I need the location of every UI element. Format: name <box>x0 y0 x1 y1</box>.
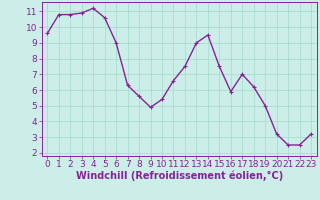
X-axis label: Windchill (Refroidissement éolien,°C): Windchill (Refroidissement éolien,°C) <box>76 171 283 181</box>
